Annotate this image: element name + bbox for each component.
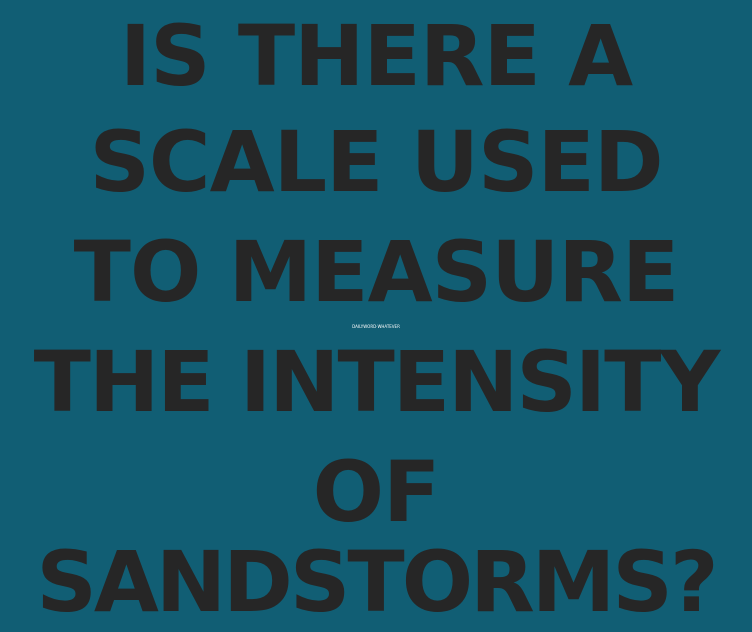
watermark: DAILYWORD·WHATEVER — [352, 324, 400, 329]
headline-line-6: SANDSTORMS? — [36, 533, 718, 631]
headline-line-4: THE INTENSITY — [33, 333, 721, 431]
headline-line-1: IS THERE A — [119, 7, 633, 105]
headline-line-3: TO MEASURE — [73, 223, 680, 321]
headline-line-5: OF — [312, 443, 441, 541]
headline-line-2: SCALE USED — [89, 113, 663, 211]
